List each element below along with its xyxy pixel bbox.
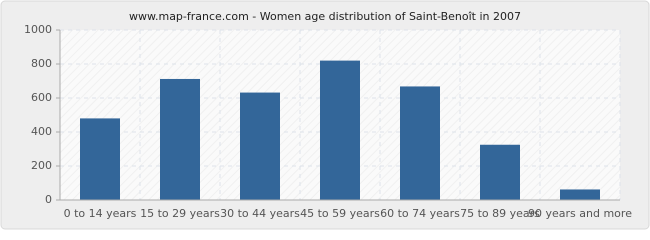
y-tick-label: 1000 xyxy=(24,23,52,36)
bar xyxy=(80,118,120,200)
y-tick-label: 600 xyxy=(31,91,52,104)
bar xyxy=(320,60,360,200)
x-tick-label: 15 to 29 years xyxy=(140,207,220,220)
x-tick-label: 75 to 89 years xyxy=(460,207,540,220)
x-tick-label: 30 to 44 years xyxy=(220,207,300,220)
x-tick-label: 60 to 74 years xyxy=(380,207,460,220)
chart: www.map-france.com - Women age distribut… xyxy=(0,0,650,230)
x-tick-label: 0 to 14 years xyxy=(64,207,137,220)
y-tick-label: 800 xyxy=(31,57,52,70)
y-tick-label: 400 xyxy=(31,125,52,138)
bar xyxy=(160,78,200,200)
x-tick-label: 45 to 59 years xyxy=(300,207,380,220)
bar xyxy=(560,189,600,200)
bar xyxy=(480,144,520,200)
bar xyxy=(400,86,440,200)
bar xyxy=(240,92,280,200)
x-tick-label: 90 years and more xyxy=(528,207,632,220)
y-tick-label: 0 xyxy=(45,193,52,206)
y-tick-label: 200 xyxy=(31,159,52,172)
chart-title: www.map-france.com - Women age distribut… xyxy=(129,10,521,23)
